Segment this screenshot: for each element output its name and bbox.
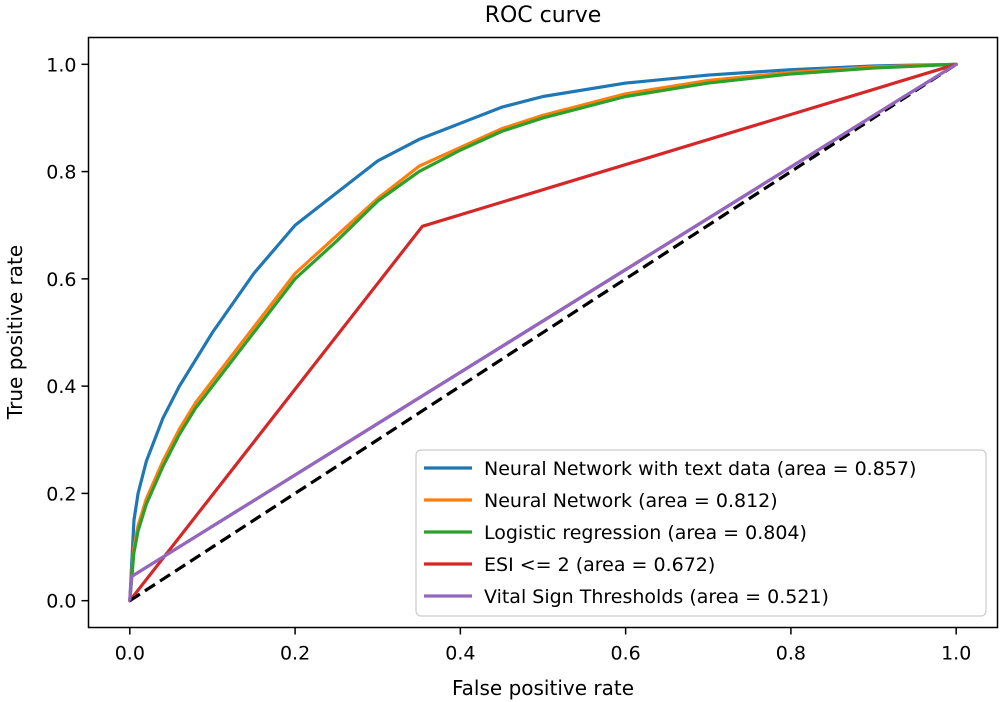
baseline-diagonal — [128, 62, 958, 603]
series-line-2 — [128, 62, 958, 603]
series-line-0 — [128, 62, 958, 603]
y-tick-label: 0.4 — [46, 376, 76, 398]
y-axis: 0.0 0.2 0.4 0.6 0.8 1.0 — [46, 54, 89, 613]
y-tick-label: 0.2 — [46, 483, 76, 505]
series-line-1 — [128, 62, 958, 603]
plot-area — [128, 62, 958, 603]
legend-label-4: Vital Sign Thresholds (area = 0.521) — [484, 586, 829, 608]
chart-title: ROC curve — [485, 3, 602, 28]
y-tick-label: 0.8 — [46, 162, 76, 184]
legend-box — [415, 449, 987, 617]
legend-label-3: ESI <= 2 (area = 0.672) — [484, 554, 715, 576]
x-tick-label: 0.0 — [115, 643, 145, 665]
legend-label-1: Neural Network (area = 0.812) — [484, 490, 778, 512]
y-tick-label: 1.0 — [46, 54, 76, 76]
x-tick-label: 1.0 — [941, 643, 971, 665]
legend: Neural Network with text data (area = 0.… — [415, 449, 987, 617]
y-tick-label: 0.6 — [46, 269, 76, 291]
x-tick-label: 0.4 — [445, 643, 475, 665]
x-axis-label: False positive rate — [452, 676, 634, 700]
x-axis: 0.0 0.2 0.4 0.6 0.8 1.0 — [115, 627, 971, 665]
legend-label-0: Neural Network with text data (area = 0.… — [484, 458, 916, 480]
y-axis-label: True positive rate — [3, 245, 27, 420]
x-tick-label: 0.8 — [776, 643, 806, 665]
legend-label-2: Logistic regression (area = 0.804) — [484, 522, 807, 544]
y-tick-label: 0.0 — [46, 591, 76, 613]
x-tick-label: 0.2 — [280, 643, 310, 665]
x-tick-label: 0.6 — [611, 643, 641, 665]
series-line-overlay — [128, 62, 958, 601]
series-line-3 — [128, 62, 958, 603]
axes-frame — [87, 36, 999, 629]
